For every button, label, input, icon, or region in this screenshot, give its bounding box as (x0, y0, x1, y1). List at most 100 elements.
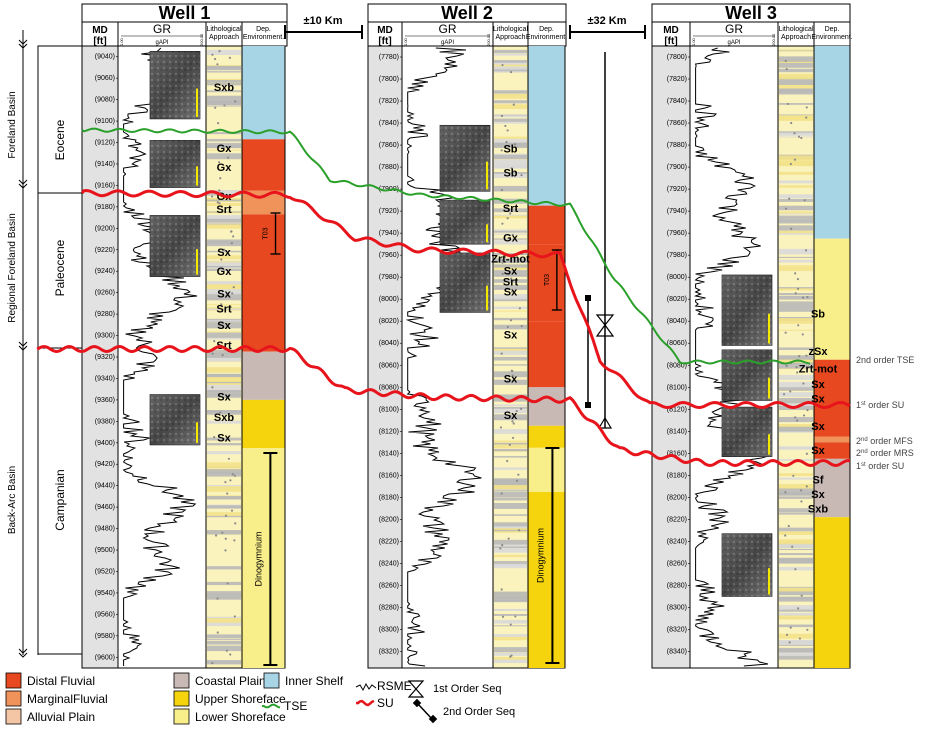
litho-stripe (779, 608, 813, 612)
facies-label: Sx (504, 329, 518, 341)
litho-stripe (207, 505, 241, 509)
litho-stripe (779, 492, 813, 496)
litho-stripe (207, 153, 241, 160)
depth-label: (8020) (667, 296, 687, 303)
litho-stripe (494, 347, 527, 353)
litho-stripe (779, 539, 813, 545)
litho-dot (224, 549, 227, 552)
left-axis: Foreland Basin Regional Foreland Basin B… (7, 30, 83, 658)
distance-label-2: ±32 Km (587, 15, 626, 27)
litho-stripe (207, 65, 241, 70)
litho-stripe (494, 490, 527, 492)
litho-stripe (207, 250, 241, 253)
litho-dot (784, 207, 788, 210)
gr-min: 0.00 (403, 37, 408, 46)
litho-stripe (207, 639, 241, 641)
litho-stripe (779, 68, 813, 73)
litho-dot (500, 588, 503, 591)
litho-stripe (494, 554, 527, 558)
litho-stripe (207, 144, 241, 149)
gr-unit: gAPI (155, 40, 168, 46)
litho-stripe (207, 420, 241, 424)
litho-dot (224, 514, 228, 517)
depth-label: (7780) (379, 54, 399, 61)
litho-stripe (207, 132, 241, 135)
litho-stripe (494, 142, 527, 148)
core-photo-shade (150, 215, 200, 277)
env-interval-upper-shoreface (528, 491, 565, 668)
litho-dot (214, 57, 217, 61)
litho-stripe (207, 381, 241, 384)
litho-dot (793, 158, 797, 161)
litho-stripe (207, 373, 241, 378)
litho-stripe (494, 563, 527, 569)
litho-dot (511, 420, 514, 423)
facies-label: Sx (504, 286, 518, 298)
litho-stripe (207, 351, 241, 355)
litho-stripe (779, 220, 813, 224)
litho-stripe (207, 79, 241, 83)
litho-stripe (779, 211, 813, 214)
legend-swatch (173, 672, 190, 689)
litho-stripe (779, 512, 813, 515)
litho-stripe (494, 596, 527, 599)
facies-label: Sx (811, 393, 825, 405)
depth-label: (7820) (667, 76, 687, 83)
chevron-icon (18, 648, 28, 658)
litho-stripe (207, 591, 241, 596)
facies-label: Srt (216, 204, 232, 216)
env-interval-inner-shelf (242, 46, 285, 140)
dep-label-2: Environment. (526, 34, 567, 41)
litho-stripe (779, 615, 813, 620)
litho-stripe (779, 649, 813, 651)
litho-stripe (494, 647, 527, 653)
md-unit: [ft] (664, 36, 677, 47)
litho-stripe (494, 154, 527, 160)
litho-dot (506, 459, 509, 463)
litho-stripe (207, 320, 241, 322)
litho-dot (804, 249, 808, 252)
litho-dot (806, 408, 809, 412)
depth-label: (7980) (379, 274, 399, 281)
litho-dot (233, 539, 236, 542)
facies-label: Gx (217, 143, 233, 155)
gr-min: 0.00 (691, 37, 696, 46)
dep-label: Dep. (256, 26, 271, 33)
litho-stripe (779, 402, 813, 408)
litho-dot (802, 382, 805, 385)
litho-stripe (494, 66, 527, 70)
litho-dot (224, 537, 227, 540)
litho-dot (511, 374, 514, 377)
facies-label: Sxb (808, 503, 828, 515)
litho-dot (233, 615, 236, 618)
litho-dot (501, 544, 504, 547)
litho-dot (220, 303, 223, 306)
litho-stripe (494, 561, 527, 565)
litho-dot (798, 355, 801, 358)
gr-label: GR (153, 22, 171, 36)
depth-label: (7880) (379, 164, 399, 171)
depth-label: (7880) (667, 142, 687, 149)
litho-stripe (779, 553, 813, 556)
litho-stripe (779, 88, 813, 93)
depth-label: (8260) (379, 582, 399, 589)
core-photo-shade (150, 394, 200, 445)
litho-dot (784, 331, 787, 334)
litho-dot (224, 480, 227, 484)
well-1: Well 1 MD[ft] GR gAPI 0.00 200.00Lithological… (81, 3, 288, 669)
litho-stripe (779, 605, 813, 610)
surface-label: 2nd order MFS (856, 436, 913, 446)
legend-rsme-line (355, 682, 377, 692)
litho-dot (499, 426, 503, 429)
legend-second-order-label: 2nd Order Seq (443, 706, 515, 718)
litho-dot (788, 197, 791, 200)
second-order-sequence-marker (585, 295, 591, 408)
litho-stripe (207, 255, 241, 260)
litho-stripe (494, 215, 527, 218)
litho-stripe (494, 350, 527, 355)
depth-label: (9540) (95, 590, 115, 597)
litho-dot (801, 296, 805, 299)
depth-label: (9560) (95, 611, 115, 618)
facies-label: Srt (503, 203, 519, 215)
litho-dot (216, 631, 219, 634)
